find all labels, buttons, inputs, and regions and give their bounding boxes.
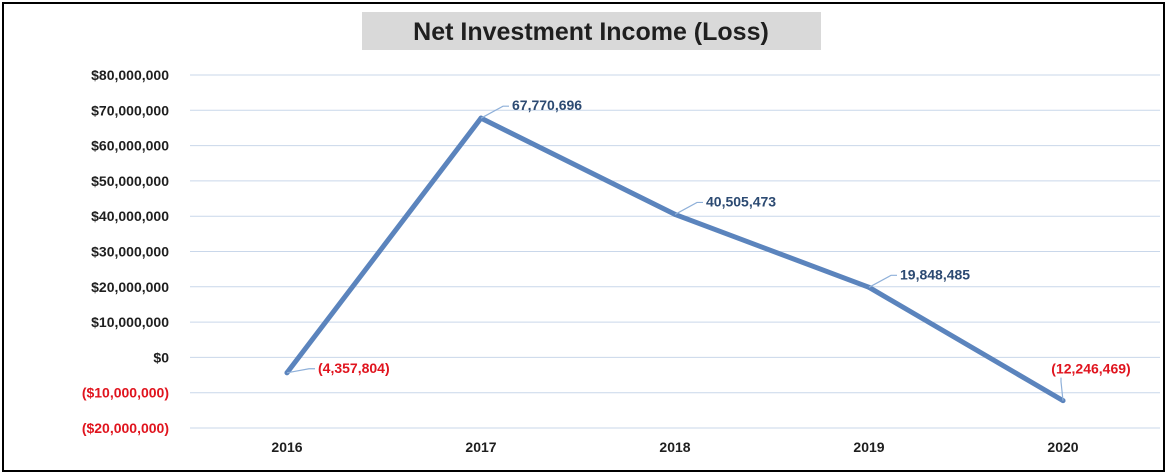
y-tick-label: $50,000,000 (91, 173, 169, 189)
data-label: 67,770,696 (512, 97, 582, 113)
y-tick-label: $10,000,000 (91, 314, 169, 330)
y-tick-label: $0 (153, 349, 169, 365)
y-tick-label: $80,000,000 (91, 67, 169, 83)
data-label-leader (480, 105, 509, 119)
data-label-leader (674, 201, 703, 215)
data-label-leader (286, 368, 315, 374)
data-label: 19,848,485 (900, 266, 970, 282)
y-tick-label: $40,000,000 (91, 208, 169, 224)
data-label: (12,246,469) (1051, 361, 1130, 377)
series-line (284, 115, 1066, 404)
y-tick-label: ($10,000,000) (82, 385, 169, 401)
y-tick-label: $20,000,000 (91, 279, 169, 295)
y-tick-label: $60,000,000 (91, 138, 169, 154)
chart-title-background (362, 12, 821, 50)
y-tick-label: ($20,000,000) (82, 420, 169, 436)
data-label-leader (1060, 377, 1064, 401)
y-tick-label: $70,000,000 (91, 102, 169, 118)
x-tick-label: 2020 (1047, 439, 1078, 455)
x-tick-label: 2016 (271, 439, 302, 455)
x-tick-label: 2018 (659, 439, 690, 455)
chart-title: Net Investment Income (Loss) (413, 18, 769, 46)
x-tick-label: 2017 (465, 439, 496, 455)
data-label-leader (868, 274, 897, 288)
data-label: (4,357,804) (318, 360, 390, 376)
y-tick-label: $30,000,000 (91, 244, 169, 260)
data-label: 40,505,473 (706, 193, 776, 209)
x-tick-label: 2019 (853, 439, 884, 455)
